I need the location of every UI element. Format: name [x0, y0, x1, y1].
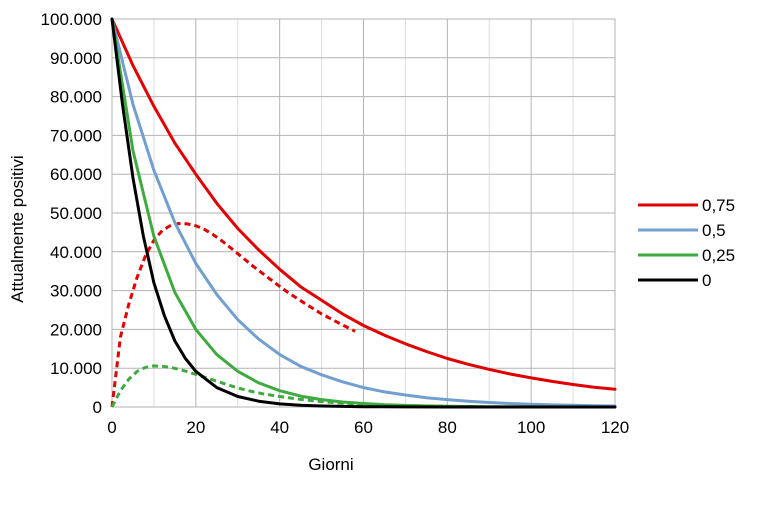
y-tick-label: 100.000	[41, 10, 102, 29]
y-tick-label: 60.000	[50, 165, 102, 184]
chart-legend: 0,75 0,5 0,25 0	[638, 196, 735, 290]
y-tick-label: 80.000	[50, 88, 102, 107]
series-line-0-5	[110, 17, 617, 408]
y-tick-label: 40.000	[50, 243, 102, 262]
x-tick-label: 60	[354, 418, 373, 437]
x-tick-label: 80	[438, 418, 457, 437]
y-tick-label: 20.000	[50, 320, 102, 339]
y-tick-label: 90.000	[50, 49, 102, 68]
legend-label: 0,75	[702, 196, 735, 215]
x-tick-label: 100	[517, 418, 545, 437]
series-line-0-75	[110, 17, 617, 391]
series-line-dashed-0	[110, 222, 356, 408]
y-tick-labels: 0 10.000 20.000 30.000 40.000 50.000 60.000 70.…	[41, 10, 102, 417]
y-axis-title: Attualmente positivi	[8, 155, 27, 302]
legend-label: 0,5	[702, 221, 726, 240]
x-axis-title: Giorni	[308, 455, 353, 474]
chart-series	[110, 17, 617, 409]
x-tick-label: 0	[107, 418, 116, 437]
x-tick-label: 40	[270, 418, 289, 437]
series-line-dashed-1	[110, 364, 448, 408]
y-tick-label: 30.000	[50, 282, 102, 301]
y-tick-label: 0	[93, 398, 102, 417]
y-tick-label: 70.000	[50, 126, 102, 145]
series-line-0	[110, 17, 617, 409]
legend-label: 0	[702, 271, 711, 290]
legend-label: 0,25	[702, 246, 735, 265]
x-tick-label: 120	[601, 418, 629, 437]
chart-grid	[111, 18, 616, 408]
y-tick-label: 50.000	[50, 204, 102, 223]
x-tick-label: 20	[186, 418, 205, 437]
x-tick-labels: 0 20 40 60 80 100 120	[107, 418, 629, 437]
y-tick-label: 10.000	[50, 359, 102, 378]
